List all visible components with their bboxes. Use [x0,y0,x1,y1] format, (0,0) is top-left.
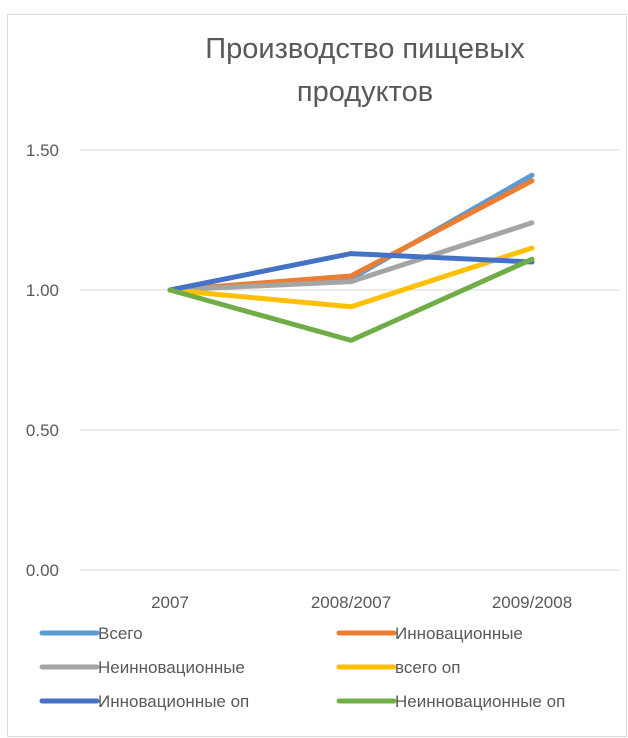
series-line-4 [167,251,535,293]
x-tick-label: 2008/2007 [311,593,391,612]
legend-label: Неинновационные оп [395,692,565,711]
legend-item: Инновационные оп [39,692,249,711]
legend-item: Всего [39,624,143,643]
legend-item: Инновационные [336,624,523,643]
legend-item: Неинновационные оп [336,692,565,711]
legend-label: Неинновационные [98,658,245,677]
legend-label: Всего [98,624,143,643]
series-lines [167,172,535,343]
series-line-2 [167,220,535,293]
series-line-3 [167,245,535,310]
x-axis-ticks: 2007 2008/2007 2009/2008 [151,593,572,612]
legend-label: всего оп [395,658,460,677]
series-line-5 [167,256,535,343]
chart-border [7,14,627,737]
y-axis-ticks: 0.00 0.50 1.00 1.50 [26,141,59,580]
legend-label: Инновационные оп [98,692,249,711]
y-tick-label: 1.50 [26,141,59,160]
y-tick-label: 0.00 [26,561,59,580]
legend-item: Неинновационные [39,658,245,677]
legend-item: всего оп [336,658,460,677]
y-tick-label: 1.00 [26,281,59,300]
y-tick-label: 0.50 [26,421,59,440]
x-tick-label: 2007 [151,593,189,612]
legend-label: Инновационные [395,624,523,643]
chart-title-line-2: продуктов [297,76,433,108]
chart-title-line-1: Производство пищевых [205,33,525,65]
x-tick-label: 2009/2008 [492,593,572,612]
legend: Всего Инновационные Неинновационные всего о… [39,624,565,711]
